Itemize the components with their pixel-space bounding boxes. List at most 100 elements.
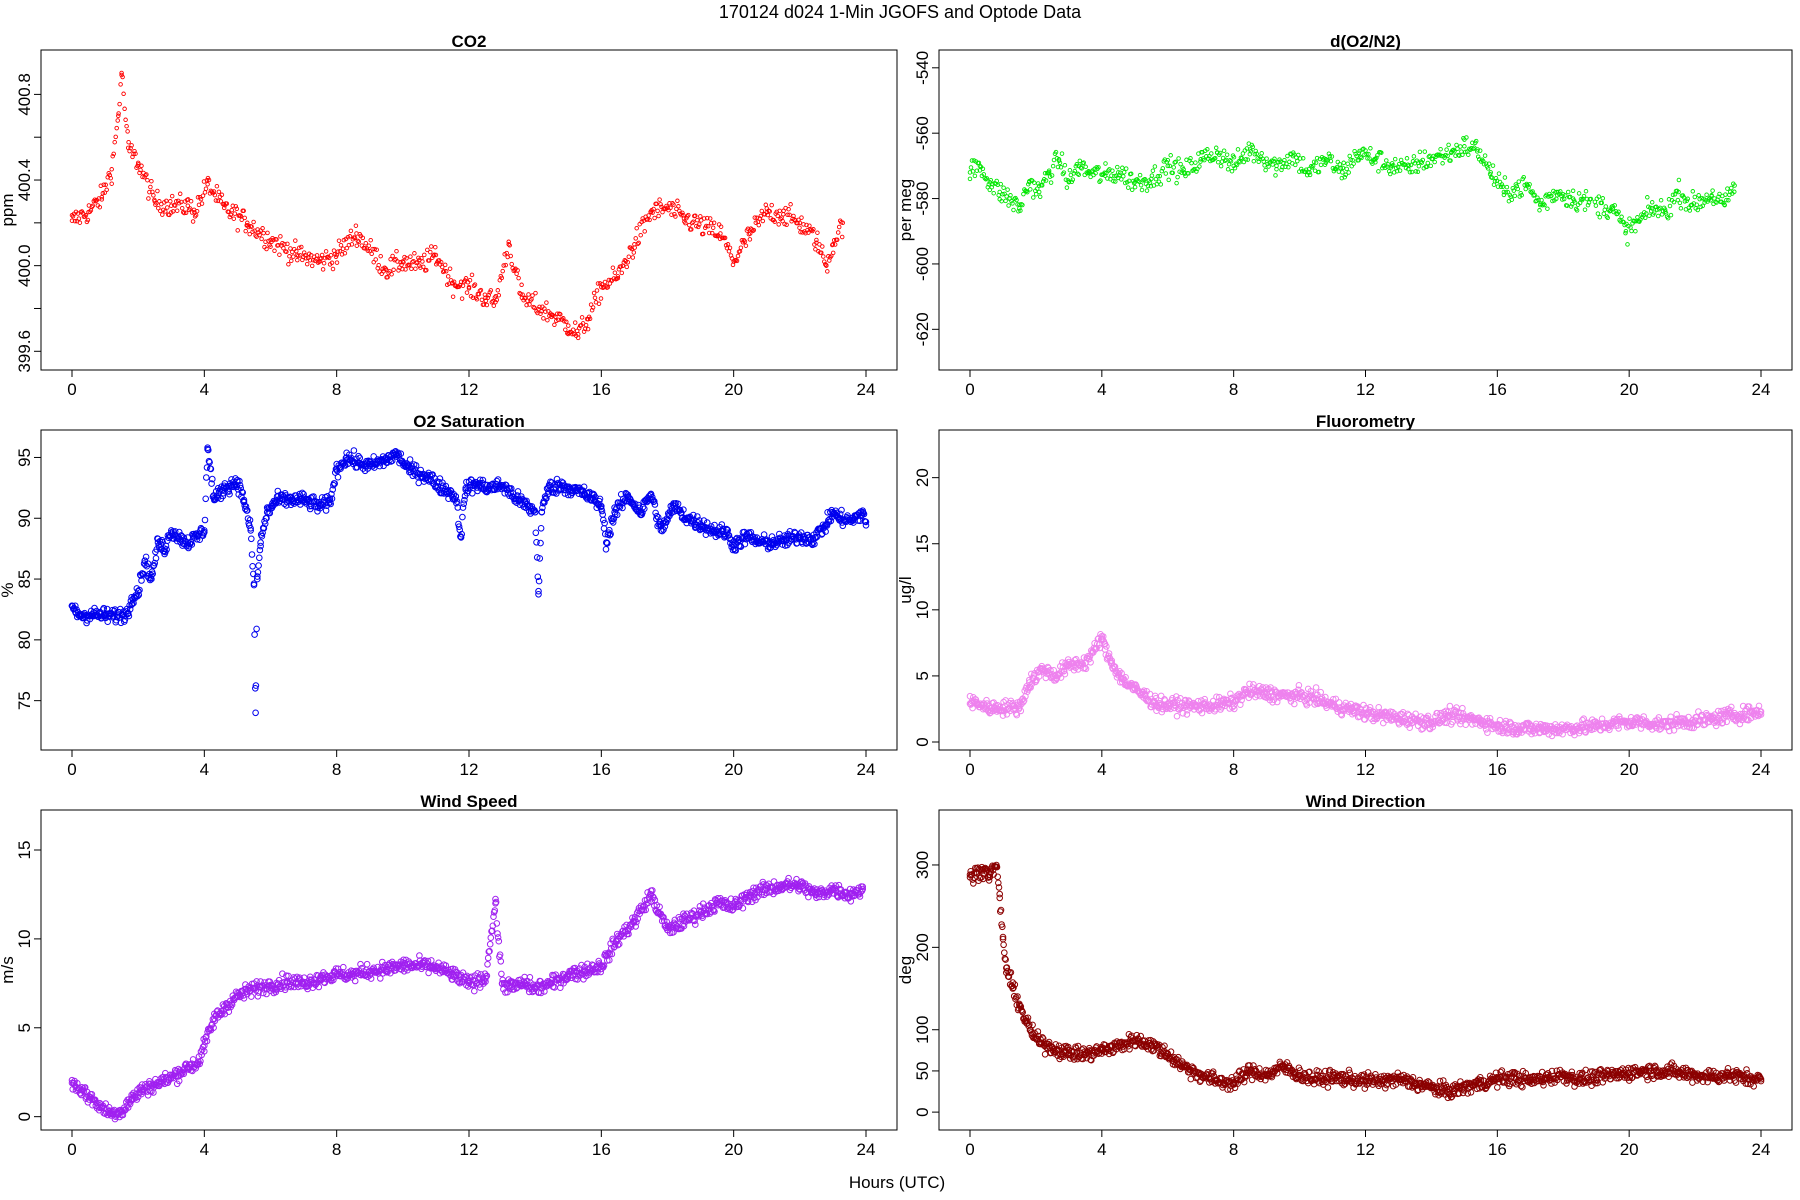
- data-point: [116, 113, 121, 119]
- data-point: [404, 462, 412, 470]
- data-point: [727, 539, 734, 547]
- data-point: [104, 187, 109, 193]
- data-point: [836, 515, 843, 522]
- data-point: [538, 311, 543, 316]
- data-point: [1004, 194, 1009, 199]
- data-point: [154, 539, 162, 546]
- data-point: [681, 216, 687, 221]
- data-point: [1373, 157, 1378, 162]
- data-point: [825, 269, 830, 274]
- data-point: [268, 237, 273, 243]
- data-point: [654, 514, 662, 521]
- data-point: [1570, 188, 1576, 194]
- data-point: [69, 218, 75, 223]
- data-point: [1477, 717, 1485, 725]
- data-point: [1116, 170, 1121, 175]
- data-point: [68, 602, 76, 610]
- data-point: [1482, 726, 1490, 733]
- data-point: [1340, 170, 1345, 175]
- data-point: [718, 224, 724, 229]
- data-point: [1404, 710, 1411, 718]
- y-tick-label: 90: [15, 509, 34, 528]
- data-point: [188, 198, 194, 204]
- data-point: [1432, 159, 1437, 165]
- data-point: [709, 230, 715, 236]
- data-point: [569, 331, 575, 337]
- data-point: [1385, 162, 1391, 167]
- x-tick-label: 4: [1097, 760, 1106, 779]
- data-point: [1215, 159, 1221, 165]
- data-point: [765, 212, 770, 218]
- data-point: [705, 223, 711, 229]
- data-point: [571, 487, 579, 494]
- data-point: [1415, 169, 1421, 175]
- data-point: [1222, 158, 1228, 164]
- data-point: [239, 489, 246, 496]
- data-point: [484, 954, 492, 962]
- data-point: [85, 217, 91, 223]
- data-point: [143, 173, 148, 178]
- data-point: [634, 225, 639, 231]
- x-tick-label: 8: [332, 1140, 341, 1159]
- data-point: [1061, 667, 1068, 675]
- data-point: [1543, 722, 1551, 730]
- data-point: [1625, 242, 1630, 247]
- data-point: [412, 462, 420, 469]
- data-point: [1181, 170, 1187, 175]
- data-point: [1475, 154, 1481, 159]
- data-point: [983, 704, 990, 711]
- data-point: [652, 215, 657, 221]
- data-point: [1273, 173, 1278, 178]
- data-point: [1102, 173, 1108, 178]
- data-point: [743, 533, 751, 540]
- data-point: [163, 209, 168, 214]
- data-point: [1670, 192, 1676, 198]
- data-point: [1042, 170, 1048, 176]
- data-point: [723, 526, 731, 533]
- data-point: [1455, 146, 1460, 151]
- data-point: [1096, 165, 1101, 170]
- data-point: [349, 242, 355, 247]
- data-point: [1123, 166, 1129, 171]
- data-point: [668, 205, 673, 211]
- data-point: [1504, 184, 1510, 190]
- data-point: [1475, 147, 1480, 152]
- data-point: [1723, 718, 1730, 726]
- data-point: [727, 245, 733, 251]
- data-point: [1276, 159, 1281, 165]
- data-point: [606, 526, 613, 534]
- data-point: [1307, 688, 1315, 695]
- data-point: [785, 212, 790, 218]
- data-point: [703, 223, 709, 229]
- x-tick-label: 16: [592, 380, 611, 399]
- data-point: [1028, 187, 1033, 192]
- data-point: [553, 314, 558, 320]
- data-point: [495, 288, 501, 293]
- data-point: [388, 257, 393, 262]
- data-point: [545, 484, 552, 492]
- data-point: [564, 319, 569, 325]
- x-tick-label: 24: [857, 1140, 876, 1159]
- data-point: [637, 508, 645, 516]
- data-point: [1423, 714, 1431, 722]
- data-point: [1694, 202, 1699, 207]
- data-point: [1696, 193, 1701, 198]
- data-point: [537, 304, 542, 310]
- data-point: [1413, 169, 1419, 174]
- data-point: [1086, 170, 1091, 175]
- data-point: [216, 189, 222, 195]
- data-point: [1464, 135, 1469, 140]
- data-point: [376, 262, 381, 268]
- data-point: [491, 303, 497, 308]
- data-point: [1408, 162, 1414, 168]
- data-point: [1366, 151, 1371, 157]
- data-point: [474, 297, 480, 302]
- data-point: [72, 218, 78, 224]
- data-point: [169, 193, 175, 199]
- data-point: [1616, 209, 1621, 215]
- data-point: [255, 562, 262, 569]
- data-point: [363, 240, 369, 246]
- data-point: [1171, 165, 1176, 170]
- data-point: [289, 258, 294, 264]
- data-point: [672, 211, 677, 217]
